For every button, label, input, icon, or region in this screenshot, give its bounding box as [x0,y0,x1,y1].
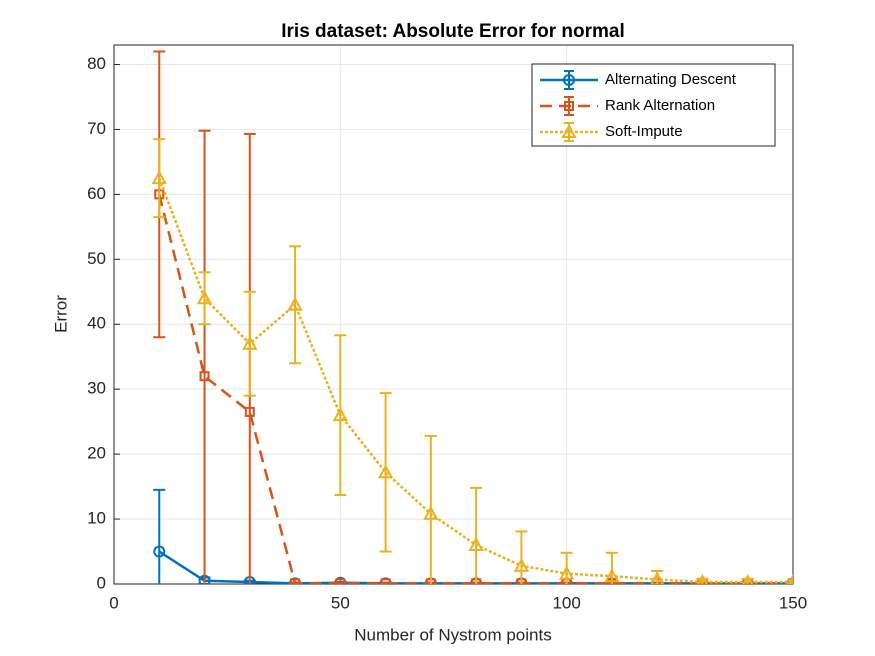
x-tick-label: 100 [552,593,580,612]
error-bar [379,392,392,553]
error-bar [289,245,302,365]
chart-title: Iris dataset: Absolute Error for normal [281,21,624,42]
marker [696,573,708,584]
error-bar [424,434,437,584]
error-bar [334,334,347,497]
legend-label: Soft-Impute [605,123,683,140]
marker [242,335,258,350]
y-tick-label: 20 [87,444,106,463]
marker [377,464,394,479]
x-tick-label: 50 [331,593,350,612]
marker [563,74,575,86]
y-tick-label: 60 [87,184,106,203]
y-tick-label: 40 [87,314,106,333]
y-tick-label: 80 [87,54,106,73]
marker [380,578,391,584]
error-bar [153,138,166,219]
marker [742,573,754,584]
error-bar [153,488,166,584]
x-axis-label: Number of Nystrom points [354,625,551,644]
y-axis-label: Error [51,295,70,333]
marker [423,505,439,520]
error-bar [243,132,256,584]
y-tick-label: 70 [87,119,106,138]
series-line [158,194,793,584]
marker [151,170,167,185]
plot-layer [151,50,793,584]
error-bar [787,579,793,584]
marker [244,406,255,417]
marker [650,571,665,584]
legend-label: Rank Alternation [605,97,715,114]
error-bar [696,577,709,584]
marker [196,290,213,305]
error-bar [198,129,211,584]
y-tick-label: 50 [87,249,106,268]
marker [561,123,577,138]
error-bar [741,577,754,584]
marker [199,371,210,382]
marker [513,557,530,572]
legend-label: Alternating Descent [605,71,737,88]
marker [787,573,793,584]
error-bar [198,271,211,326]
error-bar [243,290,256,397]
marker [558,565,575,580]
x-tick-label: 0 [109,593,118,612]
marker [564,101,574,111]
y-tick-label: 10 [87,509,106,528]
marker [287,296,303,311]
y-tick-label: 30 [87,379,106,398]
y-tick-label: 0 [97,573,106,592]
marker [468,536,484,552]
x-tick-label: 150 [779,593,807,612]
marker [332,407,349,422]
error-bar [605,551,618,584]
marker [153,545,166,558]
error-bar [560,551,573,584]
error-bar [470,486,483,584]
marker [290,578,301,584]
error-bar [515,530,528,584]
marker [335,578,346,584]
marker [604,568,620,583]
